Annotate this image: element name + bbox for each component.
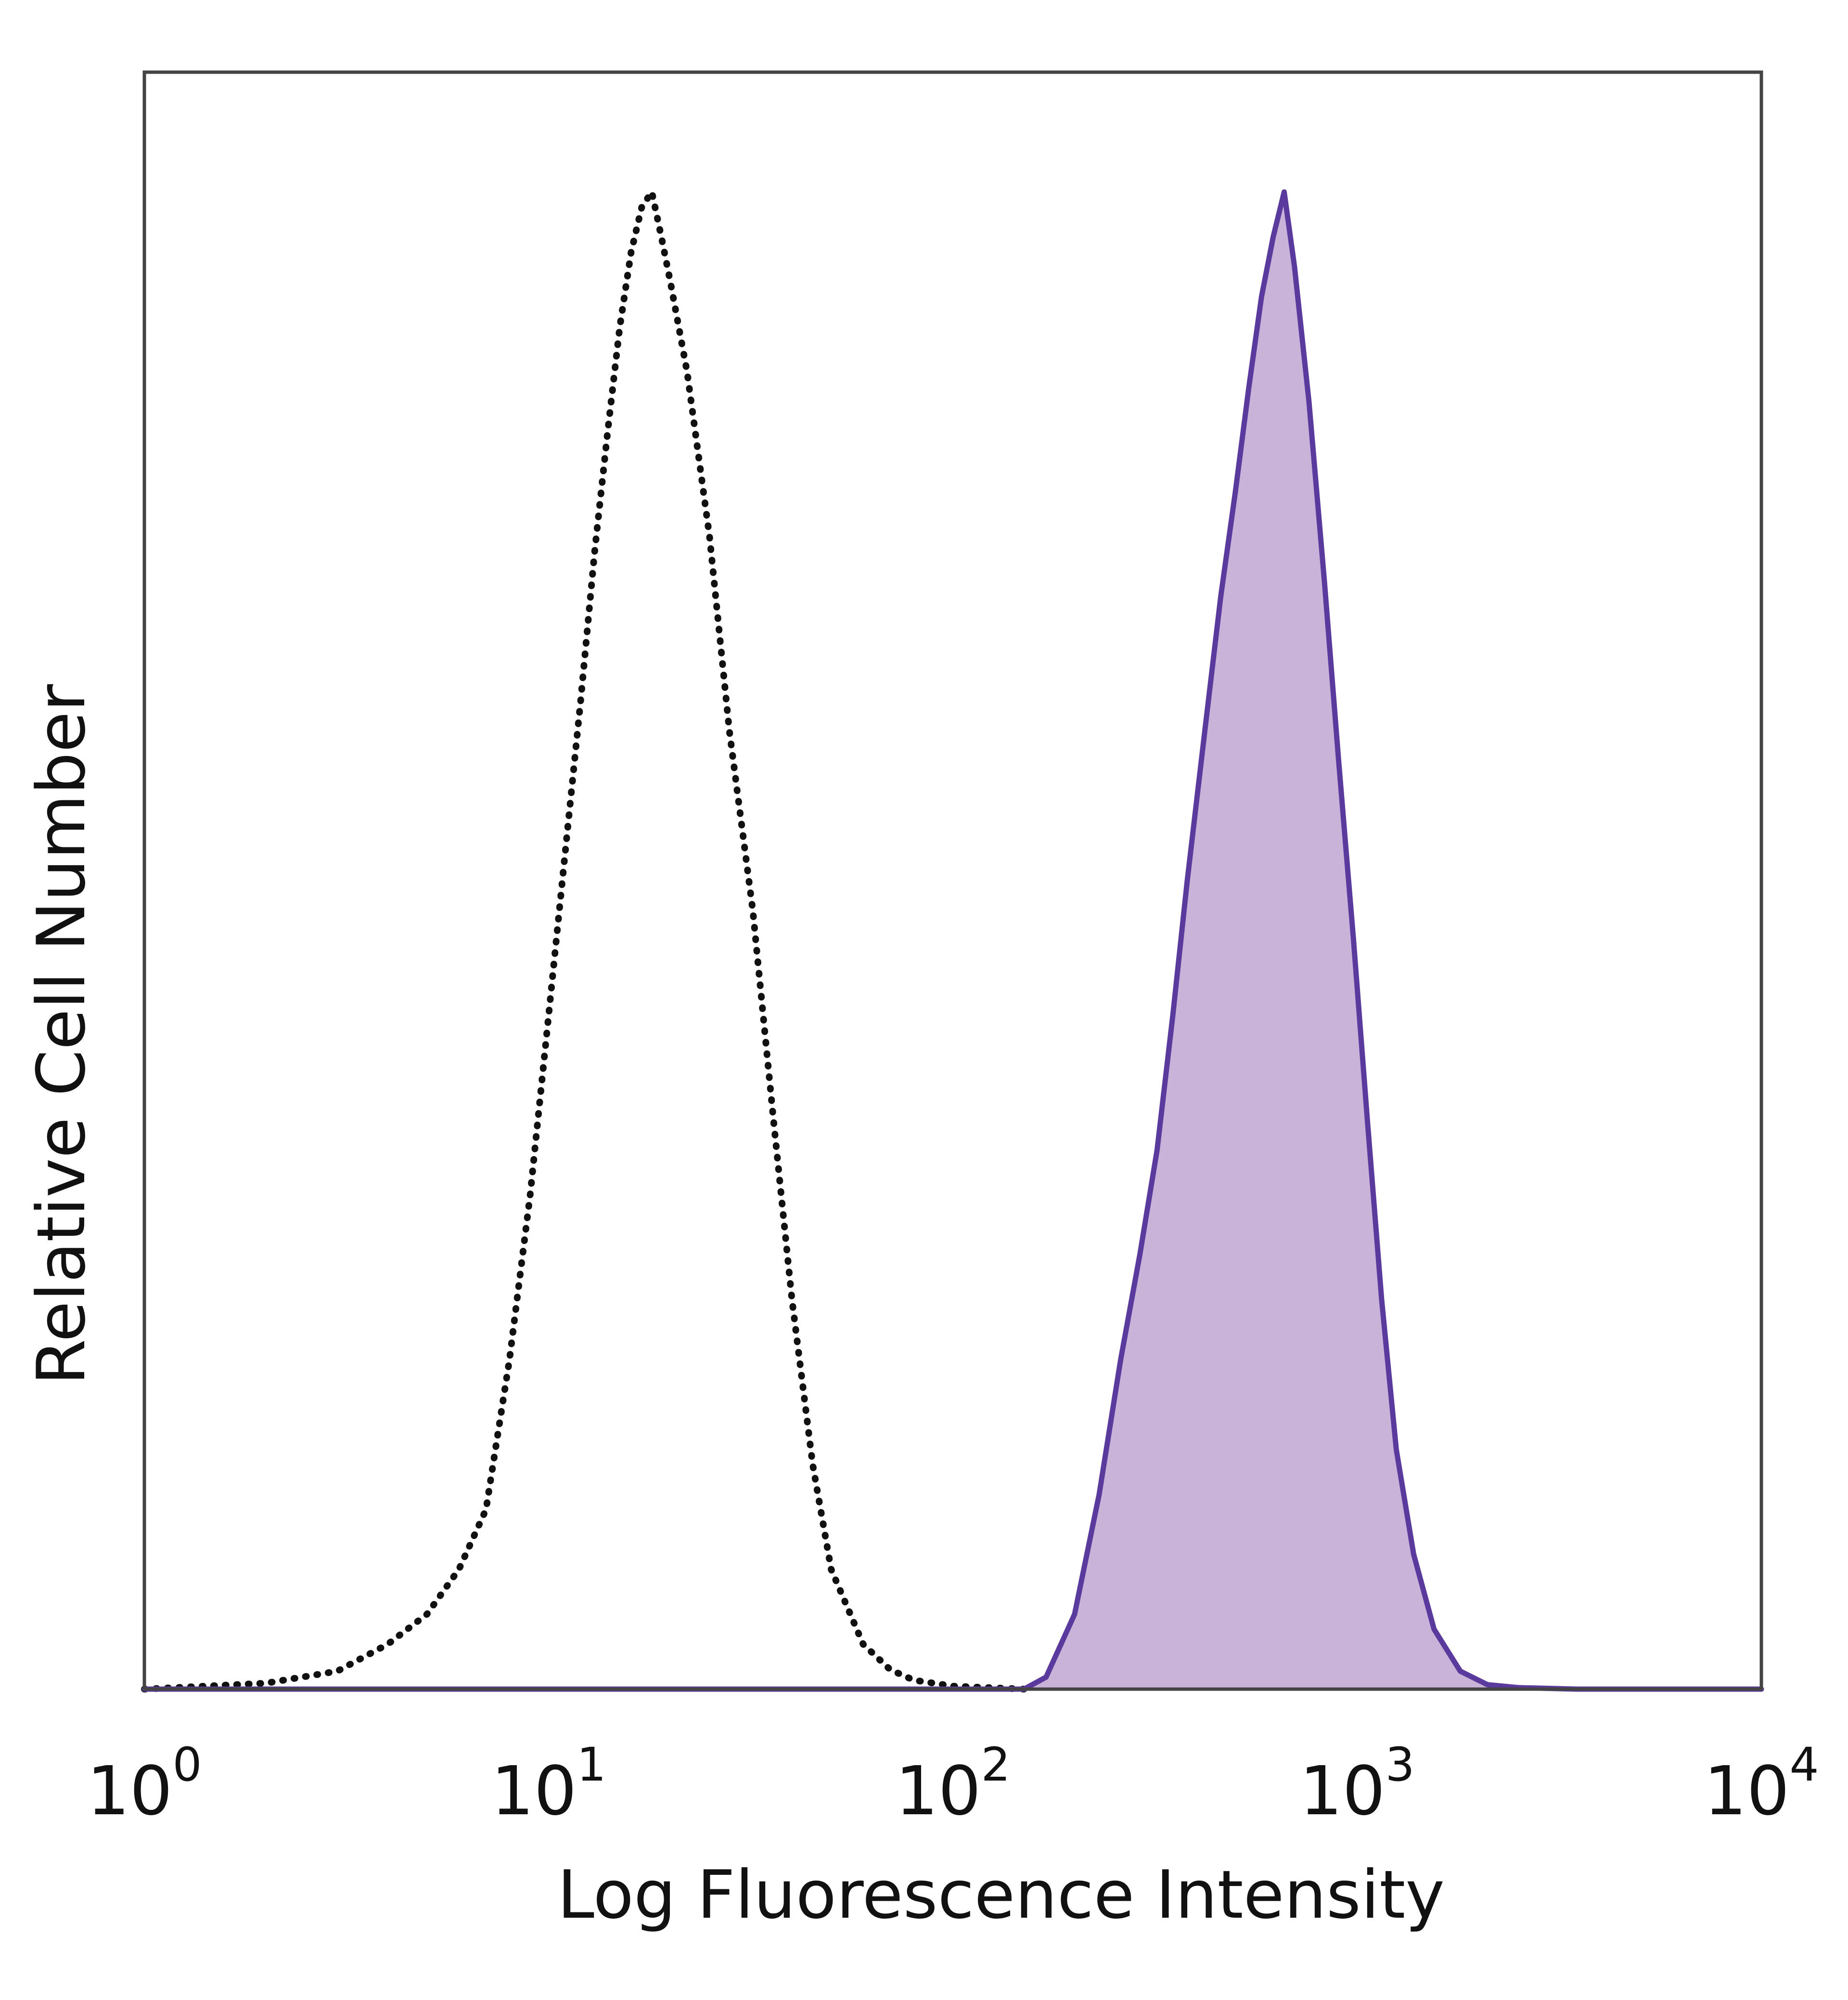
series-2-fill	[144, 192, 1761, 1690]
x-axis-title: Log Fluorescence Intensity	[557, 1856, 1445, 1934]
plot-frame	[142, 70, 1763, 1691]
x-tick-label: 101	[491, 1738, 606, 1831]
x-tick-label: 103	[1299, 1738, 1414, 1831]
series-1-line	[141, 188, 1027, 1692]
x-tick-label: 104	[1704, 1738, 1819, 1831]
y-axis-title: Relative Cell Number	[23, 684, 100, 1385]
x-tick-label: 102	[895, 1738, 1010, 1831]
x-tick-label: 100	[87, 1738, 202, 1831]
x-tick-labels: 100 101 102 103 104	[87, 1738, 1819, 1831]
series-2-line	[141, 189, 1764, 1692]
series-layer	[141, 188, 1764, 1692]
